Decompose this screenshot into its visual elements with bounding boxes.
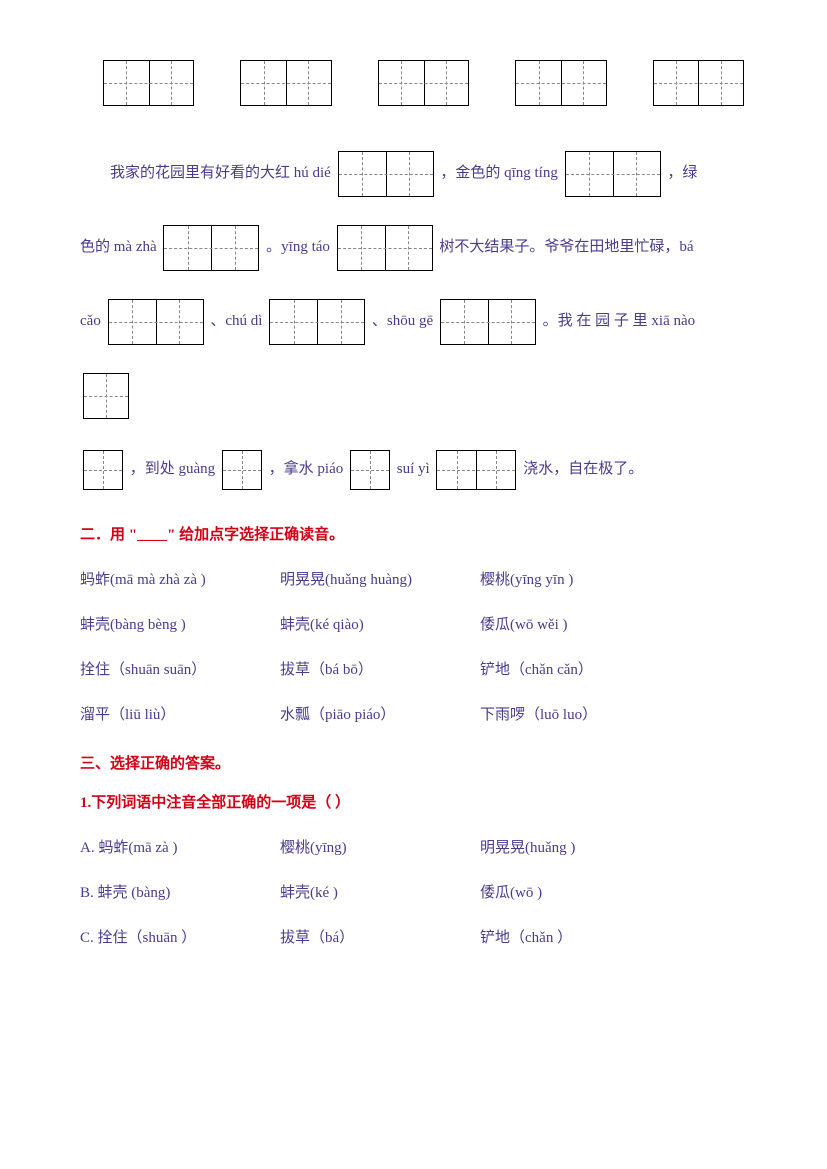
writing-box bbox=[83, 373, 129, 419]
text: ，到处 guàng bbox=[130, 461, 215, 477]
option-cell: 拴住（shuān suān） bbox=[80, 651, 280, 690]
writing-box bbox=[163, 225, 259, 271]
writing-box bbox=[269, 299, 365, 345]
option-cell: 拔草（bá bō） bbox=[280, 651, 480, 690]
fill-paragraph-3: cǎo 、chú dì 、shōu gē 。我 在 园 子 里 xiā nào bbox=[80, 294, 747, 348]
writing-box bbox=[337, 225, 433, 271]
writing-box bbox=[240, 60, 331, 106]
option-cell: 下雨啰（luō luo） bbox=[480, 696, 680, 735]
writing-box bbox=[565, 151, 661, 197]
text: 、chú dì bbox=[210, 313, 262, 329]
text: 色的 mà zhà bbox=[80, 239, 157, 255]
fill-paragraph-5: ，到处 guàng ，拿水 piáo suí yì 浇水，自在极了。 bbox=[80, 442, 747, 496]
option-cell: A. 蚂蚱(mā zà ) bbox=[80, 829, 280, 868]
fill-paragraph-4 bbox=[80, 368, 747, 422]
option-cell: 蚌壳(ké qiào) bbox=[280, 606, 480, 645]
text: ，绿 bbox=[667, 165, 697, 181]
writing-box bbox=[440, 299, 536, 345]
top-box-row bbox=[80, 60, 747, 106]
text: 树不大结果子。爷爷在田地里忙碌，bá bbox=[439, 239, 693, 255]
pinyin-row: 拴住（shuān suān） 拔草（bá bō） 铲地（chǎn cǎn） bbox=[80, 651, 747, 690]
option-cell: 明晃晃(huǎng huàng) bbox=[280, 561, 480, 600]
writing-box bbox=[350, 450, 390, 490]
writing-box bbox=[103, 60, 194, 106]
text: 、shōu gē bbox=[372, 313, 433, 329]
fill-paragraph-2: 色的 mà zhà 。yīng táo 树不大结果子。爷爷在田地里忙碌，bá bbox=[80, 220, 747, 274]
section-3-heading: 三、选择正确的答案。 bbox=[80, 745, 747, 784]
writing-box bbox=[222, 450, 262, 490]
fill-paragraph-1: 我家的花园里有好看的大红 hú dié ，金色的 qīng tíng ，绿 bbox=[80, 146, 747, 200]
text: suí yì bbox=[397, 461, 430, 477]
option-cell: 明晃晃(huǎng ) bbox=[480, 829, 680, 868]
choice-row: C. 拴住（shuān ） 拔草（bá） 铲地（chǎn ） bbox=[80, 919, 747, 958]
option-cell: 蚌壳(bàng bèng ) bbox=[80, 606, 280, 645]
choice-row: B. 蚌壳 (bàng) 蚌壳(ké ) 倭瓜(wō ) bbox=[80, 874, 747, 913]
option-cell: 倭瓜(wō wěi ) bbox=[480, 606, 680, 645]
writing-box bbox=[515, 60, 606, 106]
writing-box bbox=[108, 299, 204, 345]
option-cell: B. 蚌壳 (bàng) bbox=[80, 874, 280, 913]
option-cell: 樱桃(yīng yīn ) bbox=[480, 561, 680, 600]
section-2-heading: 二．用 "____" 给加点字选择正确读音。 bbox=[80, 516, 747, 555]
text: 浇水，自在极了。 bbox=[523, 461, 643, 477]
text: ，拿水 piáo bbox=[269, 461, 344, 477]
text: ，金色的 qīng tíng bbox=[440, 165, 558, 181]
writing-box bbox=[83, 450, 123, 490]
option-cell: 水瓢（piāo piáo） bbox=[280, 696, 480, 735]
option-cell: 铲地（chǎn cǎn） bbox=[480, 651, 680, 690]
option-cell: 蚂蚱(mā mà zhà zà ) bbox=[80, 561, 280, 600]
text: 我家的花园里有好看的大红 hú dié bbox=[110, 165, 331, 181]
writing-box bbox=[378, 60, 469, 106]
text: 。yīng táo bbox=[266, 239, 330, 255]
pinyin-row: 蚌壳(bàng bèng ) 蚌壳(ké qiào) 倭瓜(wō wěi ) bbox=[80, 606, 747, 645]
writing-box bbox=[436, 450, 516, 490]
option-cell: 铲地（chǎn ） bbox=[480, 919, 680, 958]
option-cell: 倭瓜(wō ) bbox=[480, 874, 680, 913]
text: cǎo bbox=[80, 313, 101, 329]
option-cell: 溜平（liū liù） bbox=[80, 696, 280, 735]
text: 。我 在 园 子 里 xiā nào bbox=[543, 313, 695, 329]
option-cell: 蚌壳(ké ) bbox=[280, 874, 480, 913]
question-1: 1.下列词语中注音全部正确的一项是（ ） bbox=[80, 784, 747, 823]
pinyin-row: 蚂蚱(mā mà zhà zà ) 明晃晃(huǎng huàng) 樱桃(yī… bbox=[80, 561, 747, 600]
choice-row: A. 蚂蚱(mā zà ) 樱桃(yīng) 明晃晃(huǎng ) bbox=[80, 829, 747, 868]
option-cell: C. 拴住（shuān ） bbox=[80, 919, 280, 958]
writing-box bbox=[338, 151, 434, 197]
option-cell: 拔草（bá） bbox=[280, 919, 480, 958]
writing-box bbox=[653, 60, 744, 106]
pinyin-row: 溜平（liū liù） 水瓢（piāo piáo） 下雨啰（luō luo） bbox=[80, 696, 747, 735]
option-cell: 樱桃(yīng) bbox=[280, 829, 480, 868]
